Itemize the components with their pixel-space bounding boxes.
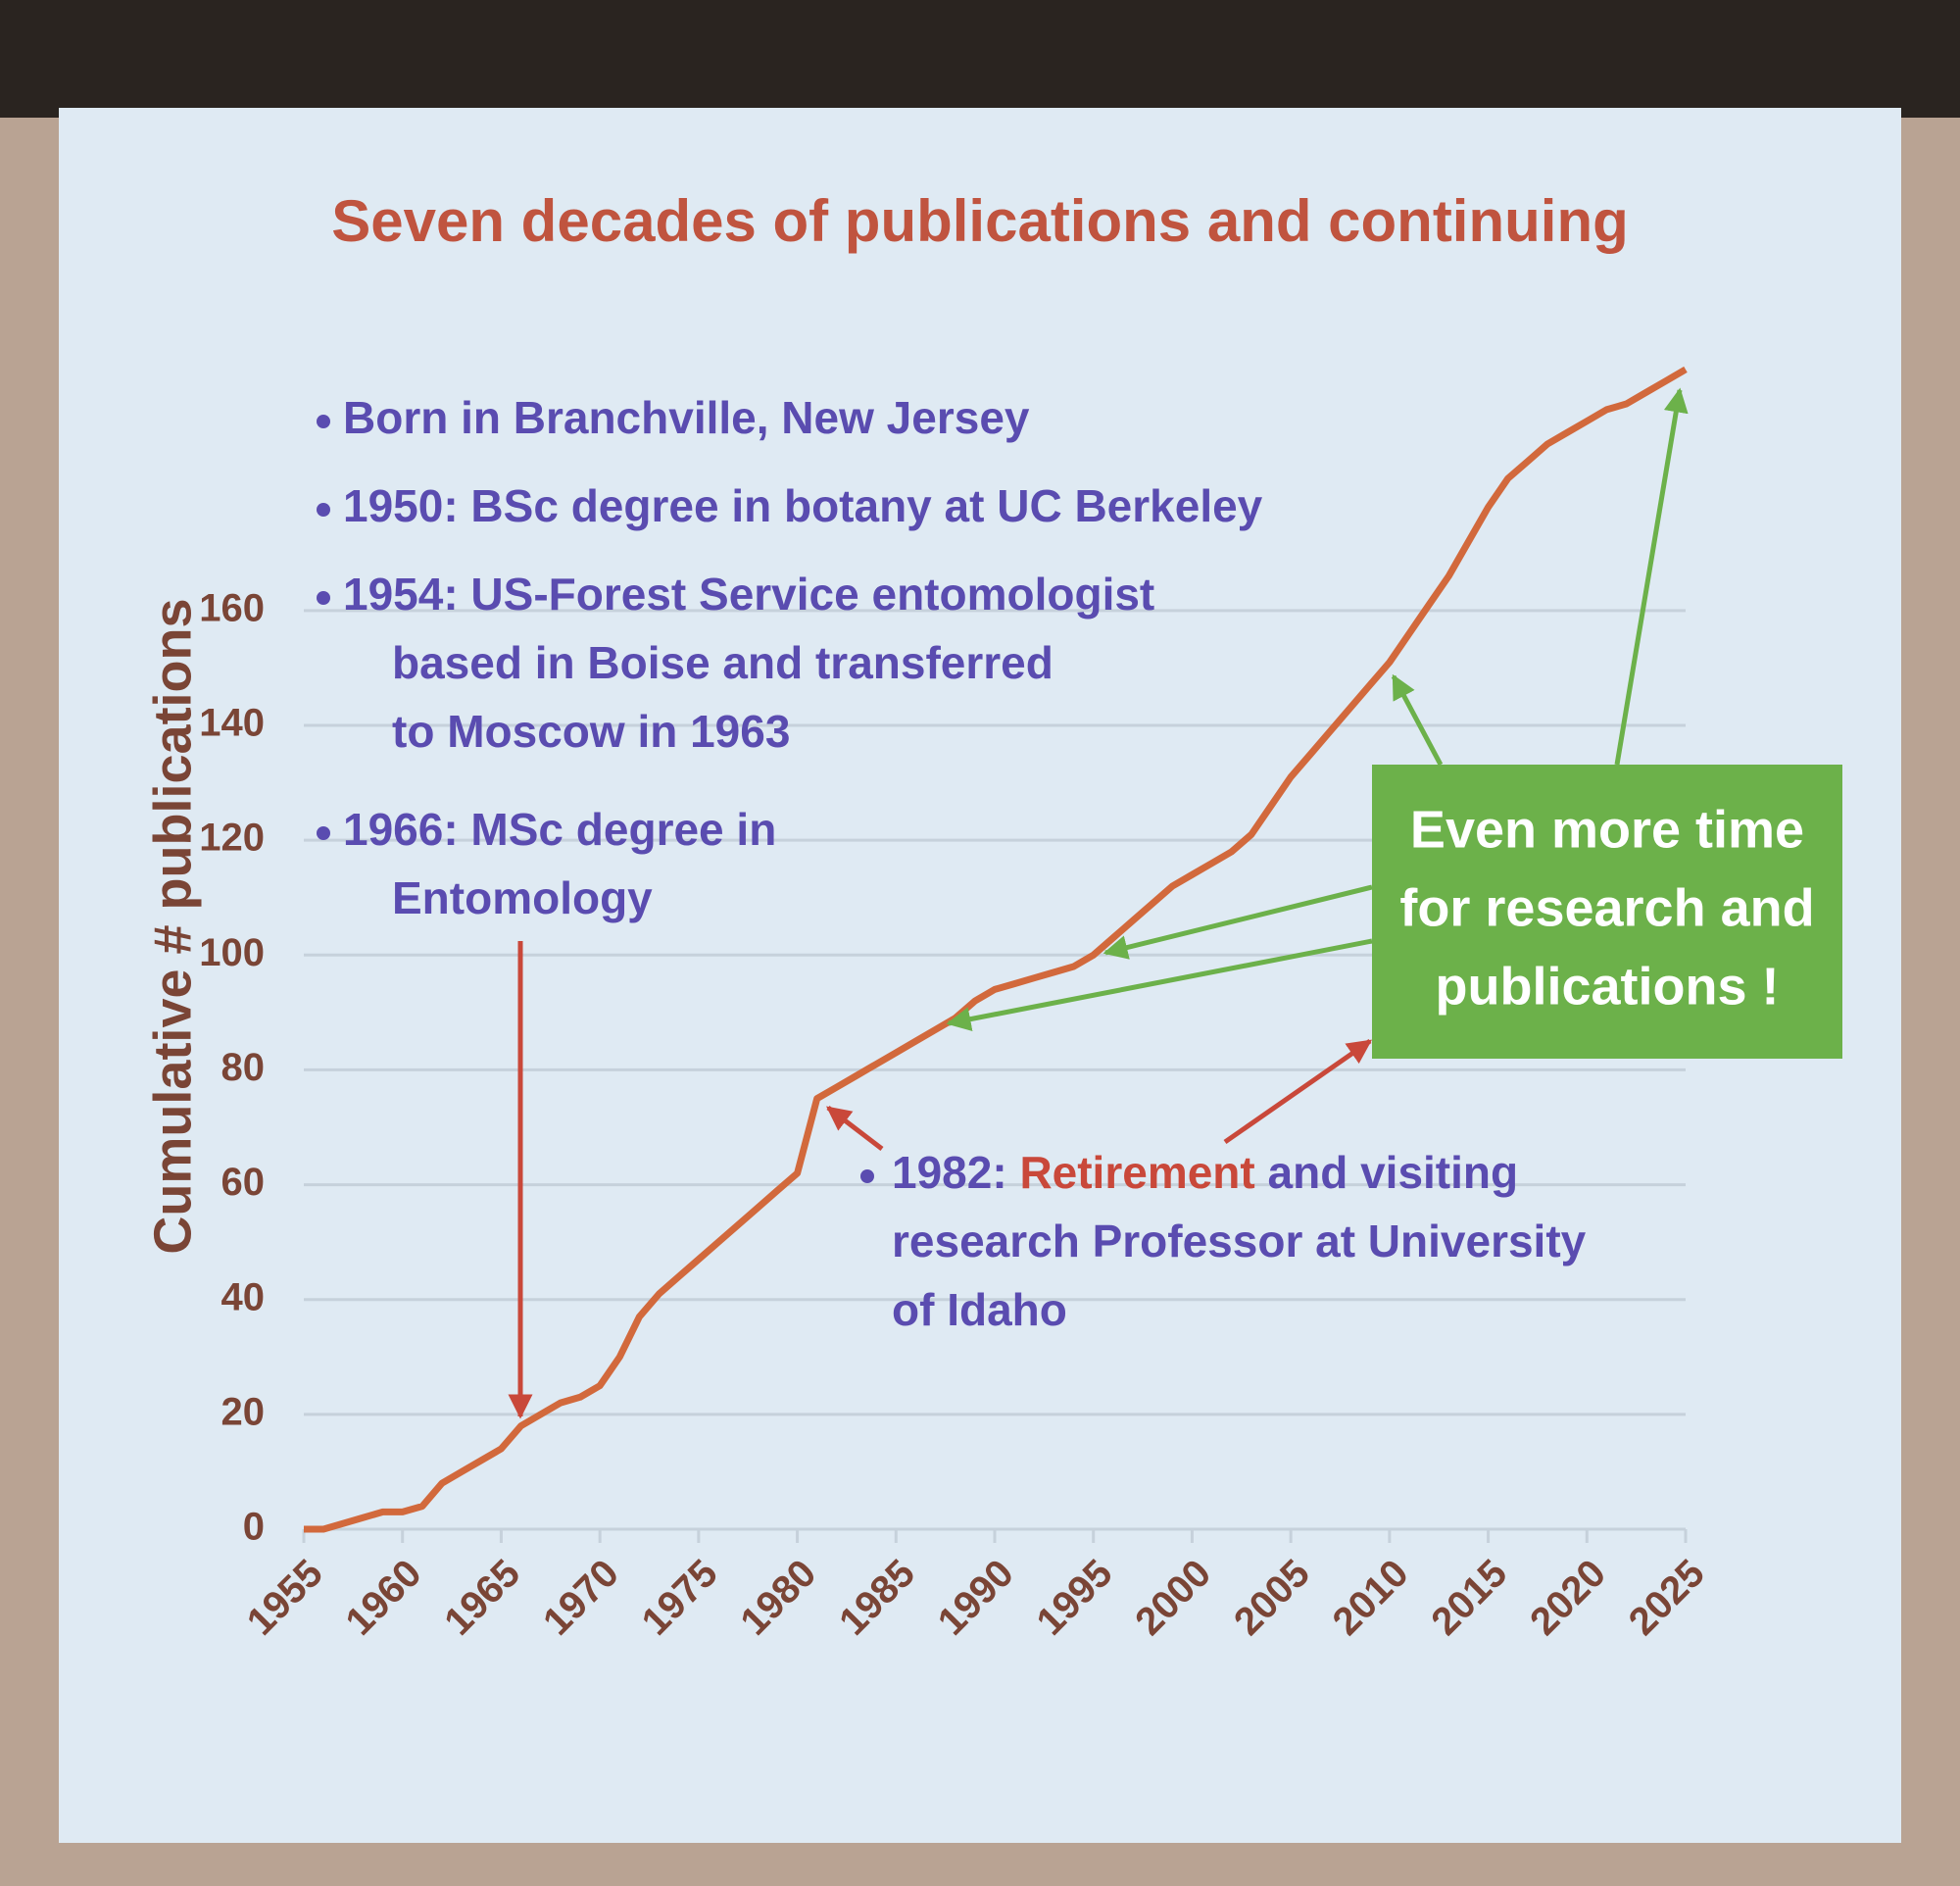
callout-text: Even more time — [1410, 800, 1804, 859]
y-tick-label: 0 — [243, 1506, 265, 1549]
y-tick-label: 100 — [199, 931, 265, 974]
arrow — [1391, 673, 1444, 767]
callout-text: for research and — [1399, 878, 1814, 937]
y-tick-label: 20 — [221, 1390, 266, 1433]
annotation-text: Born in Branchville, New Jersey — [343, 392, 1030, 443]
y-tick-label: 80 — [221, 1046, 266, 1089]
annotation-text: based in Boise and transferred — [392, 637, 1054, 688]
arrow — [826, 1106, 884, 1151]
callout-box — [1372, 765, 1842, 1059]
bullet — [317, 503, 330, 517]
annotation-text: of Idaho — [892, 1284, 1067, 1335]
y-axis-title: Cumulative # publications — [143, 598, 202, 1254]
ceiling — [0, 0, 1960, 118]
annotation-text: Entomology — [392, 872, 653, 923]
annotation-text: 1966: MSc degree in — [343, 804, 776, 855]
y-tick-label: 140 — [199, 702, 265, 745]
arrow — [1223, 1038, 1373, 1145]
y-tick-label: 60 — [221, 1161, 266, 1204]
annotation-part: and visiting — [1255, 1147, 1518, 1198]
y-tick-label: 160 — [199, 586, 265, 629]
data-line — [304, 366, 1688, 1533]
y-tick-label: 40 — [221, 1275, 266, 1318]
bullet — [860, 1169, 874, 1183]
annotation-text: 1954: US-Forest Service entomologist — [343, 569, 1154, 620]
chart-title: Seven decades of publications and contin… — [331, 188, 1629, 254]
annotation-text: research Professor at University — [892, 1216, 1587, 1266]
annotation-text: 1950: BSc degree in botany at UC Berkele… — [343, 480, 1263, 531]
annotations: Born in Branchville, New Jersey 1950: BSc… — [317, 387, 1842, 1419]
annotation-part: 1982: — [892, 1147, 1019, 1198]
callout-text: publications ! — [1436, 957, 1780, 1016]
arrow — [1614, 387, 1689, 766]
bullet — [317, 826, 330, 840]
arrow — [1102, 884, 1373, 960]
y-tick-label: 120 — [199, 817, 265, 860]
arrow — [946, 938, 1373, 1031]
annotation-text: to Moscow in 1963 — [392, 706, 790, 757]
bullet — [317, 591, 330, 605]
annotation-text: 1982: Retirement and visiting — [892, 1147, 1518, 1198]
annotation-part: Retirement — [1019, 1147, 1254, 1198]
bullet — [317, 415, 330, 428]
